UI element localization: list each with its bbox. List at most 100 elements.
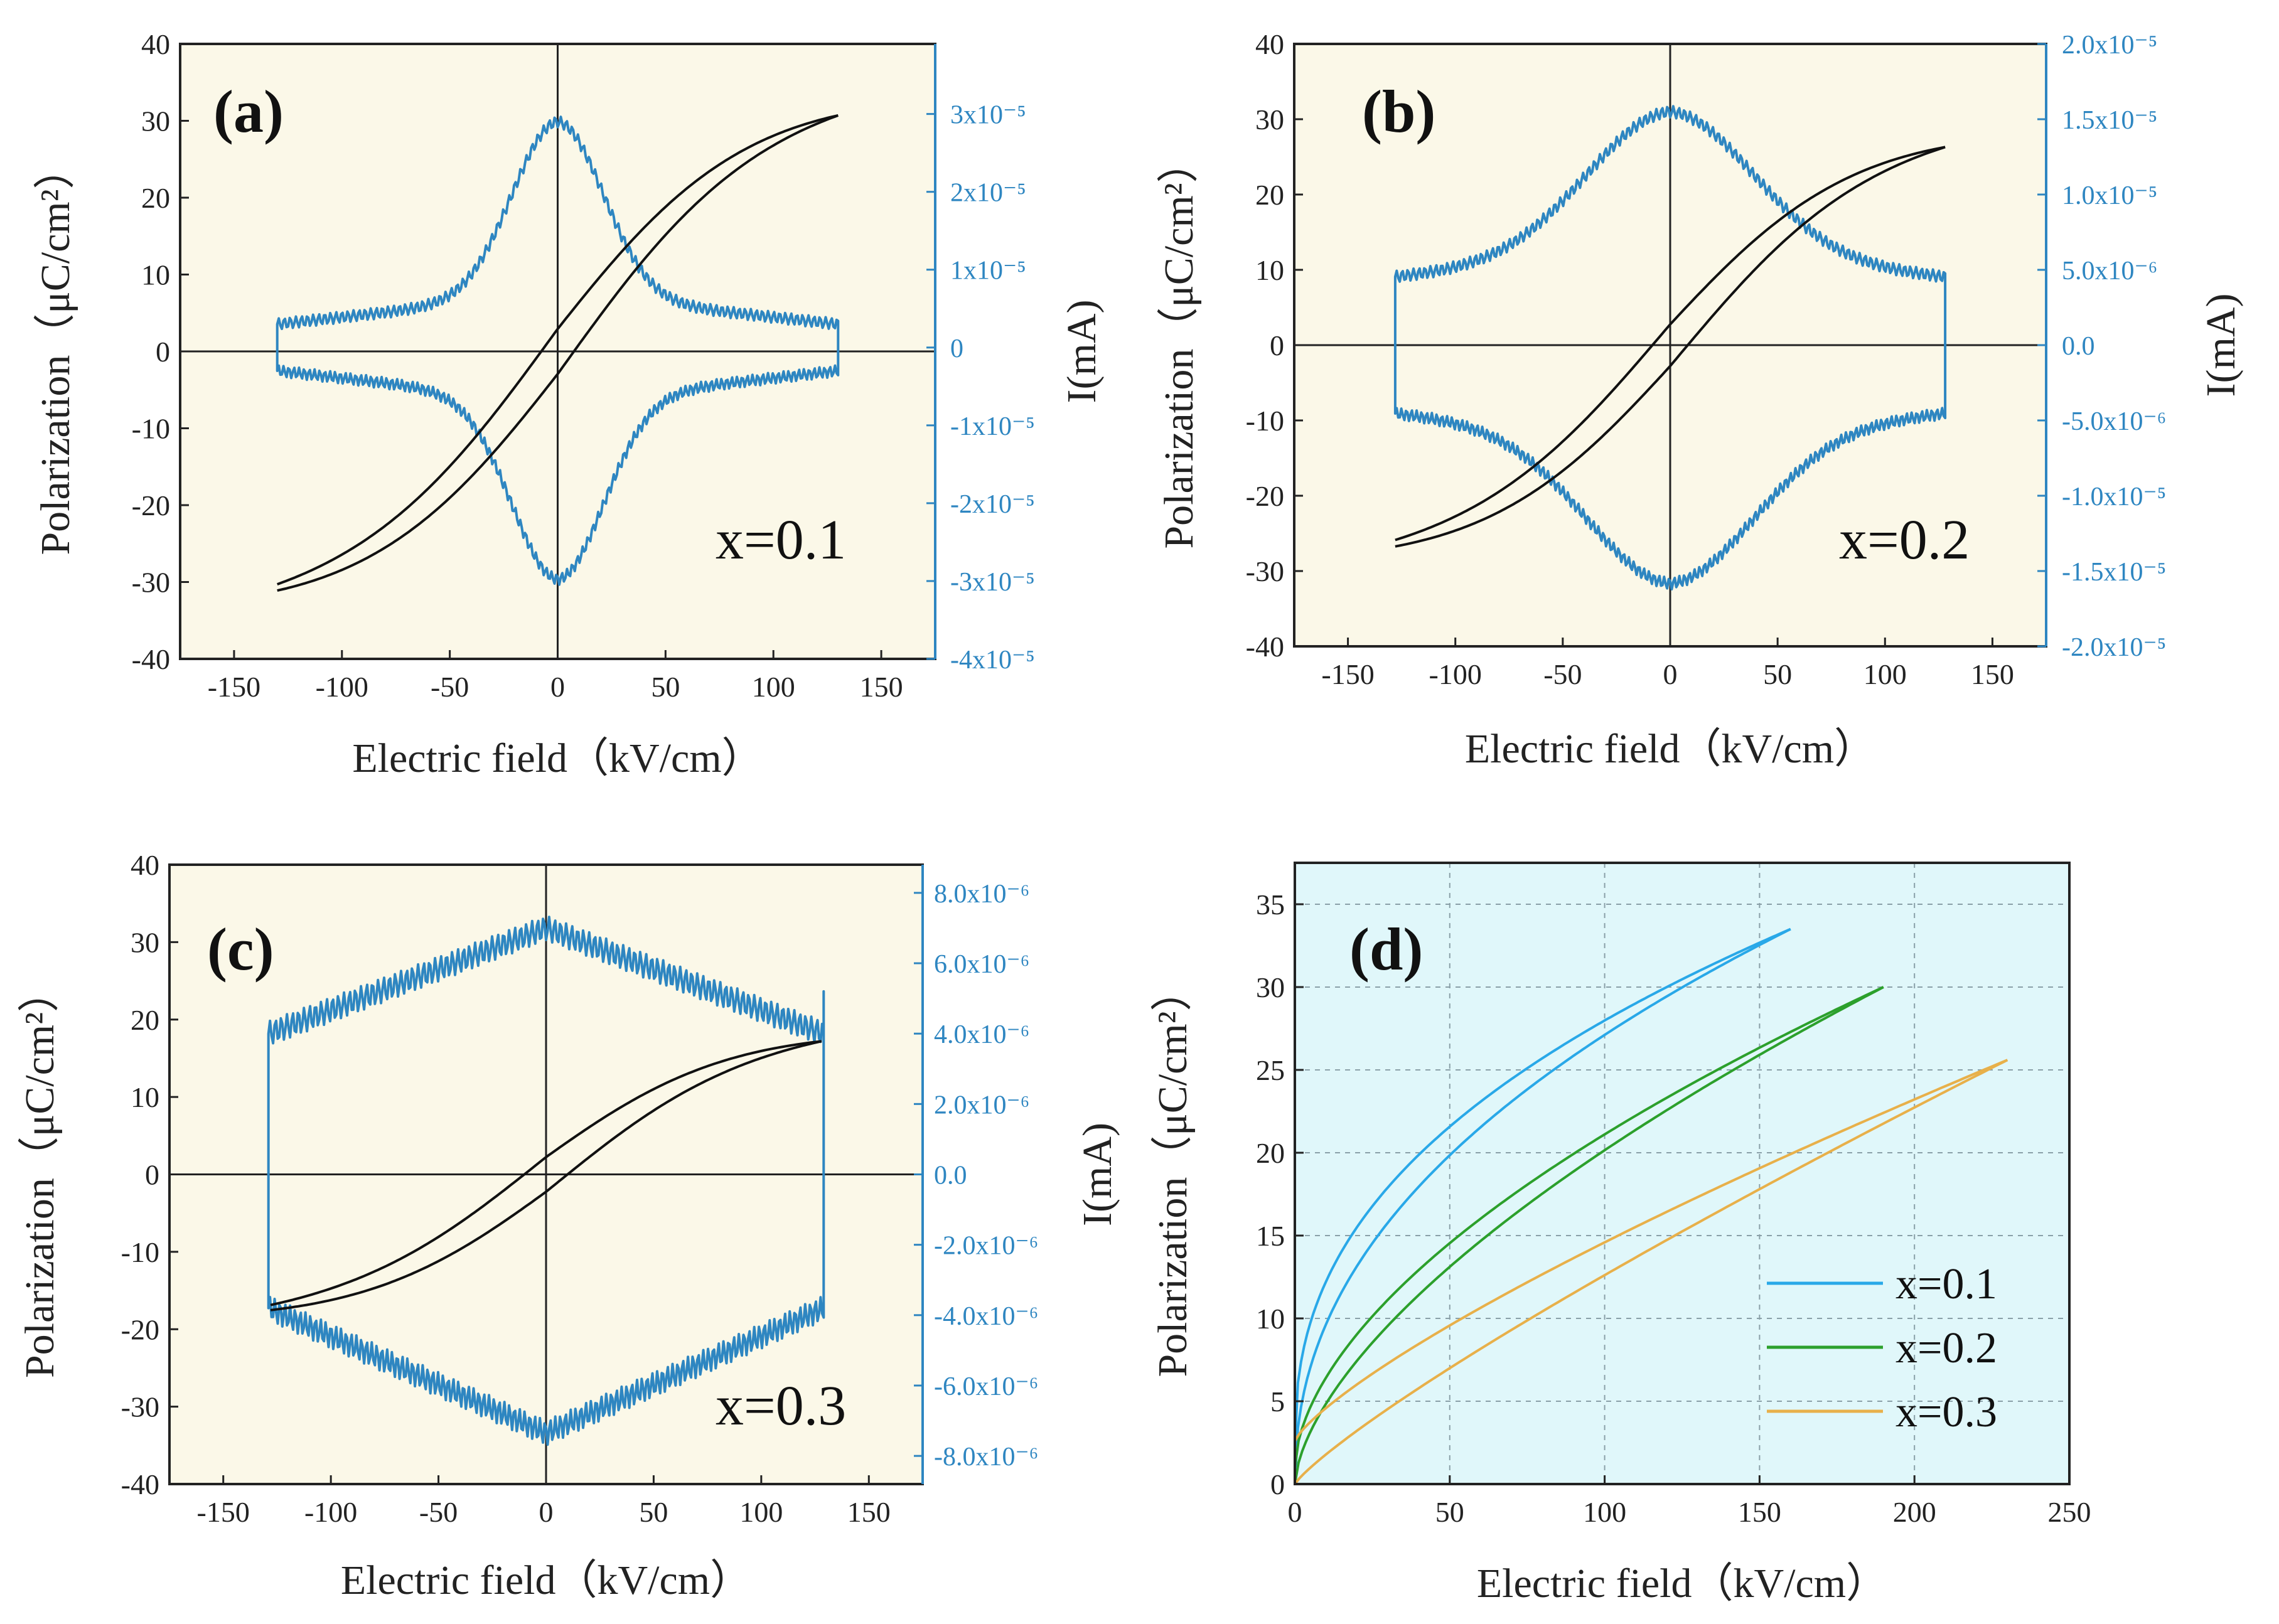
- y-tick-label-b: -10: [1246, 405, 1284, 437]
- y2-tick-label-b: 0.0: [2062, 332, 2095, 361]
- y-tick-label-b: -20: [1246, 480, 1284, 512]
- y-tick-label-a: -10: [132, 413, 170, 445]
- y2-tick-label-b: 1.0x10⁻⁵: [2062, 181, 2157, 210]
- x-tick-label-a: -50: [431, 671, 469, 703]
- y-tick-label-c: 0: [145, 1159, 159, 1191]
- y2-tick-label-b: 1.5x10⁻⁵: [2062, 106, 2157, 135]
- x-tick-label-c: 0: [539, 1496, 554, 1528]
- y-tick-label-d: 15: [1256, 1220, 1285, 1252]
- y2-tick-label-b: 2.0x10⁻⁵: [2062, 31, 2157, 60]
- x-axis-title-b: Electric field（kV/cm）: [1465, 726, 1875, 772]
- x-axis-title-d: Electric field（kV/cm）: [1477, 1561, 1887, 1606]
- y2-tick-label-c: 4.0x10⁻⁶: [934, 1020, 1029, 1049]
- y-tick-label-a: 30: [141, 105, 170, 137]
- series-label-a: x=0.1: [716, 509, 846, 571]
- y2-tick-label-a: 3x10⁻⁵: [950, 101, 1026, 130]
- y2-tick-label-a: -4x10⁻⁵: [950, 646, 1035, 675]
- x-tick-label-d: 50: [1435, 1496, 1464, 1528]
- x-tick-label-d: 100: [1583, 1496, 1626, 1528]
- x-tick-label-c: -50: [419, 1496, 458, 1528]
- y-tick-label-d: 0: [1270, 1468, 1285, 1500]
- y2-tick-label-c: 8.0x10⁻⁶: [934, 880, 1029, 909]
- y-tick-label-c: 10: [131, 1081, 159, 1113]
- y-tick-label-a: -40: [132, 643, 170, 675]
- series-label-c: x=0.3: [716, 1375, 846, 1437]
- y-tick-label-d: 30: [1256, 971, 1285, 1003]
- y-tick-label-d: 20: [1256, 1137, 1285, 1169]
- y-tick-label-a: -20: [132, 489, 170, 521]
- y-tick-label-b: 40: [1255, 28, 1284, 60]
- pe-loop-descending-a: [277, 114, 839, 585]
- y-tick-label-d: 35: [1256, 889, 1285, 921]
- x-tick-label-a: 100: [752, 671, 795, 703]
- x-tick-label-a: -100: [316, 671, 368, 703]
- current-curve-c: [267, 916, 825, 1446]
- y2-tick-label-c: -6.0x10⁻⁶: [934, 1372, 1038, 1401]
- plot-frame-d: [1294, 862, 2071, 1485]
- y2-tick-label-a: 1x10⁻⁵: [950, 257, 1026, 286]
- pe-loop-ascending-b: [1395, 146, 1946, 548]
- x-axis-title-c: Electric field（kV/cm）: [341, 1557, 751, 1603]
- y-tick-label-c: 20: [131, 1004, 159, 1036]
- y2-axis-title-a: I(mA): [1059, 300, 1105, 403]
- curve-discharging-x-01: [1294, 927, 1791, 1446]
- y2-tick-label-b: -2.0x10⁻⁵: [2062, 633, 2166, 662]
- y2-tick-label-b: -5.0x10⁻⁶: [2062, 407, 2166, 436]
- y2-axis-title-c: I(mA): [1075, 1123, 1120, 1226]
- x-tick-label-c: 100: [739, 1496, 783, 1528]
- y-axis-title-c: Polarization（μC/cm²）: [17, 971, 63, 1378]
- x-tick-label-b: 0: [1663, 658, 1678, 690]
- panel-label-c: (c): [207, 916, 274, 983]
- y-tick-label-c: -20: [121, 1313, 159, 1345]
- x-tick-label-b: -50: [1543, 658, 1582, 690]
- y-tick-label-b: 20: [1255, 179, 1284, 211]
- x-tick-label-c: -150: [197, 1496, 250, 1528]
- y2-tick-label-b: 5.0x10⁻⁶: [2062, 257, 2157, 286]
- y-axis-title-a: Polarization（μC/cm²）: [33, 147, 78, 555]
- y2-tick-label-a: -2x10⁻⁵: [950, 490, 1035, 519]
- y-tick-label-c: -40: [121, 1468, 159, 1500]
- current-curve-a: [276, 115, 840, 586]
- y-tick-label-d: 25: [1256, 1054, 1285, 1086]
- x-tick-label-b: 150: [1971, 658, 2014, 690]
- x-tick-label-c: -100: [304, 1496, 357, 1528]
- pe-loop-descending-c: [270, 1040, 822, 1306]
- y-tick-label-b: 0: [1270, 329, 1284, 361]
- y-tick-label-c: -30: [121, 1391, 159, 1423]
- y2-tick-label-b: -1.5x10⁻⁵: [2062, 558, 2166, 587]
- x-axis-title-a: Electric field（kV/cm）: [352, 735, 763, 781]
- y-axis-title-b: Polarization（μC/cm²）: [1156, 141, 1202, 548]
- legend-label-x-03: x=0.3: [1896, 1388, 1997, 1436]
- y2-tick-label-a: 0: [950, 334, 963, 363]
- y2-tick-label-c: 0.0: [934, 1162, 967, 1190]
- legend-label-x-01: x=0.1: [1896, 1260, 1997, 1308]
- curve-discharging-x-03: [1294, 1059, 2008, 1442]
- y-tick-label-b: 10: [1255, 254, 1284, 286]
- series-label-b: x=0.2: [1839, 509, 1970, 571]
- curve-charging-x-03: [1294, 1059, 2008, 1485]
- x-tick-label-b: -150: [1321, 658, 1374, 690]
- x-tick-label-d: 200: [1893, 1496, 1936, 1528]
- x-tick-label-b: 100: [1863, 658, 1907, 690]
- y2-axis-title-b: I(mA): [2198, 294, 2244, 397]
- y2-tick-label-c: -2.0x10⁻⁶: [934, 1232, 1038, 1261]
- legend-label-x-02: x=0.2: [1896, 1324, 1997, 1372]
- y-tick-label-a: -30: [132, 567, 170, 599]
- panel-label-a: (a): [213, 78, 284, 145]
- y2-tick-label-c: -4.0x10⁻⁶: [934, 1302, 1038, 1331]
- x-tick-label-d: 250: [2048, 1496, 2091, 1528]
- panel-d: 0 5 10 15 20 25 30 35 0 50 100 150 200 250 Electric fi…: [1150, 862, 2091, 1606]
- y-tick-label-d: 5: [1270, 1386, 1285, 1418]
- curve-charging-x-02: [1294, 986, 1884, 1485]
- x-tick-label-d: 0: [1288, 1496, 1302, 1528]
- current-curve-b: [1393, 105, 1947, 590]
- curve-charging-x-01: [1294, 927, 1791, 1485]
- pe-loop-ascending-c: [270, 1040, 822, 1311]
- x-tick-label-b: 50: [1763, 658, 1792, 690]
- x-tick-label-a: -150: [208, 671, 260, 703]
- x-tick-label-c: 50: [639, 1496, 668, 1528]
- x-tick-label-c: 150: [847, 1496, 891, 1528]
